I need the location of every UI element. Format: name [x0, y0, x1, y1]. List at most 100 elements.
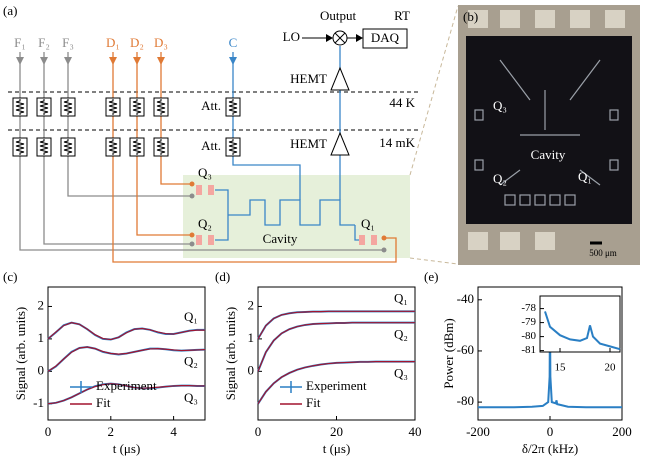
output-label: Output — [320, 8, 357, 23]
arrows — [16, 57, 72, 65]
curve-label: Q₂ — [184, 354, 198, 369]
qubit-label: Q₁ — [361, 216, 375, 231]
y-tick-label: 1 — [248, 330, 255, 345]
panel-label: (b) — [463, 9, 478, 24]
flux-line — [19, 52, 384, 251]
legend-label: Fit — [306, 395, 321, 410]
x-tick-label: -200 — [466, 424, 490, 439]
y-tick-label: 0 — [38, 362, 45, 377]
panel-label: (e) — [424, 269, 438, 284]
curve-label: Q₃ — [394, 366, 408, 381]
arrowhead — [356, 34, 363, 42]
y-tick-label: -1 — [33, 395, 44, 410]
y-tick-label: -60 — [457, 342, 474, 357]
amplifier-label: HEMT — [290, 136, 327, 151]
zoom-line — [409, 5, 459, 176]
y-tick-label: -81 — [521, 344, 536, 356]
y-axis-label: Signal (arb. units) — [13, 307, 28, 401]
drive-label: D₃ — [154, 35, 168, 50]
cavity-line-label: C — [229, 35, 238, 50]
flux-line — [67, 52, 192, 197]
bond-pads — [468, 10, 625, 250]
qubit-label: Q₃ — [198, 165, 212, 180]
y-tick-label: -40 — [457, 291, 474, 306]
amplifier — [330, 66, 350, 91]
amplifier — [330, 131, 350, 156]
stage-label: 44 K — [389, 95, 415, 110]
legend-label: Experiment — [306, 378, 367, 393]
data-line — [47, 322, 205, 341]
rt-label: RT — [394, 8, 410, 23]
panel-label: (a) — [3, 3, 17, 18]
flux-label: F₂ — [38, 35, 50, 50]
arrowhead — [326, 34, 333, 42]
data-line — [47, 383, 205, 405]
qubit — [189, 181, 387, 253]
arrow — [229, 57, 237, 65]
x-tick-label: 2 — [108, 424, 115, 439]
data-line — [478, 310, 622, 409]
schematic: (a) F₁ F₂ F₃ D₁ D₂ D₃ C LO Output RT DAQ… — [3, 3, 459, 265]
drive-line — [160, 52, 192, 185]
y-tick-label: -79 — [521, 316, 536, 328]
y-tick-label: 2 — [38, 297, 45, 312]
y-tick-label: -80 — [457, 393, 474, 408]
data-line — [257, 322, 415, 372]
x-tick-label: 20 — [330, 424, 343, 439]
y-tick-label: -78 — [521, 302, 536, 314]
plot-frame — [257, 286, 416, 421]
curve-label: Q₁ — [184, 309, 198, 324]
data-line — [47, 346, 206, 372]
cavity-resonator — [228, 199, 355, 226]
flux-label: F₁ — [14, 35, 26, 50]
mixer-cross — [334, 32, 346, 44]
x-tick-label: 4 — [170, 424, 177, 439]
arrows — [109, 57, 165, 65]
qubit-label: Q₃ — [493, 98, 507, 113]
x-tick-label: 20 — [605, 362, 617, 374]
lo-label: LO — [283, 29, 300, 44]
drive-label: D₂ — [130, 35, 144, 50]
x-axis-label: δ/2π (kHz) — [522, 441, 578, 456]
drive-line — [112, 52, 397, 263]
daq-box — [362, 28, 408, 49]
legend-label: Experiment — [96, 378, 157, 393]
curve-label: Q₃ — [184, 390, 198, 405]
zoom-line — [409, 257, 459, 265]
data-line — [544, 311, 621, 351]
plot-frame — [539, 295, 621, 353]
chip — [466, 36, 632, 224]
drive-label: D₁ — [106, 35, 120, 50]
y-tick-label: 0 — [248, 362, 255, 377]
cavity-label: Cavity — [531, 147, 566, 162]
flux-label: F₃ — [62, 35, 74, 50]
x-axis-label: t (μs) — [113, 441, 141, 456]
x-tick-label: 0 — [547, 424, 554, 439]
panel-label: (d) — [215, 269, 230, 284]
scale-label: 500 μm — [589, 248, 617, 258]
y-tick-label: -80 — [521, 330, 536, 342]
y-tick-label: 2 — [248, 297, 255, 312]
data-line — [257, 310, 415, 340]
cavity-label: Cavity — [263, 231, 298, 246]
qubit-label: Q₁ — [578, 169, 592, 184]
photo: (b) Q₃ Q₂ Q₁ Cavity 500 μm — [458, 5, 640, 265]
x-tick-label: 40 — [409, 424, 422, 439]
y-axis-label: Signal (arb. units) — [223, 307, 238, 401]
x-tick-label: 0 — [45, 424, 52, 439]
coupler — [215, 189, 360, 241]
qubit-label: Q₂ — [198, 216, 212, 231]
attenuator-label: Att. — [201, 98, 221, 113]
x-tick-label: 0 — [255, 424, 262, 439]
panel-label: (c) — [3, 269, 17, 284]
qubit-label: Q₂ — [493, 171, 507, 186]
curve-label: Q₂ — [394, 327, 408, 342]
attenuator-label: Att. — [201, 138, 221, 153]
legend-label: Fit — [96, 395, 111, 410]
y-axis-label: Power (dBm) — [441, 318, 456, 388]
curve-label: Q₁ — [394, 290, 408, 305]
data-line — [257, 361, 415, 405]
x-axis-label: t (μs) — [323, 441, 351, 456]
y-tick-label: 1 — [38, 330, 45, 345]
